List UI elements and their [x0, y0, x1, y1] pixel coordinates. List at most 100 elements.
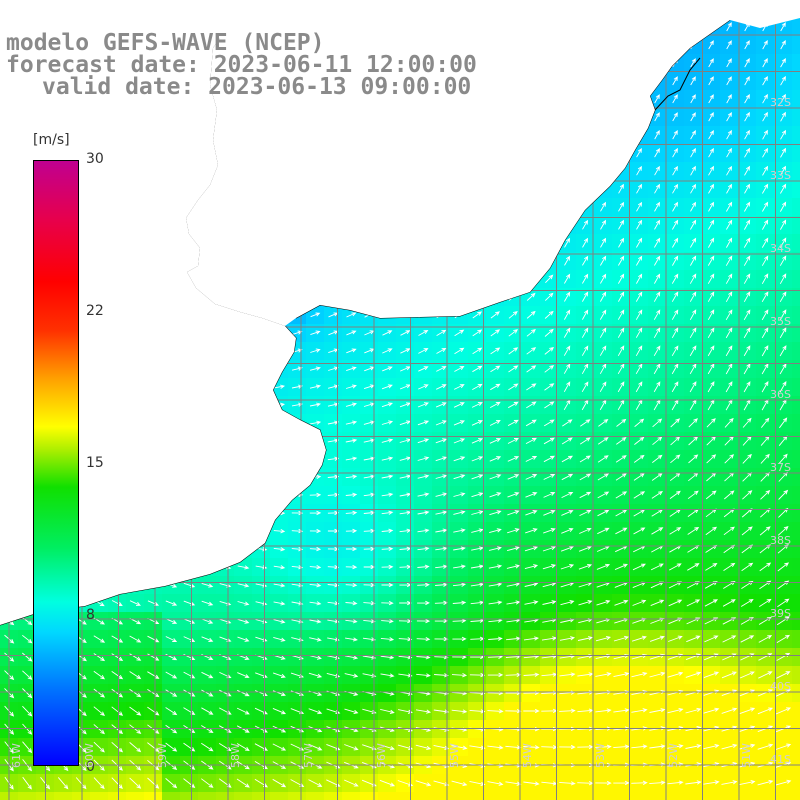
wind-vector-arrow [672, 255, 679, 266]
wind-vector-arrow [417, 546, 430, 551]
wind-vector-arrow [451, 709, 468, 714]
wind-vector-arrow [309, 384, 322, 389]
wind-vector-arrow [744, 165, 751, 176]
wind-vector-arrow [559, 708, 576, 713]
wind-vector-arrow [129, 671, 142, 680]
wind-vector-arrow [165, 742, 178, 752]
wind-vector-arrow [417, 564, 430, 569]
wind-vector-arrow [416, 637, 431, 642]
wind-vector-arrow [636, 201, 643, 212]
wind-speed-cell [792, 666, 800, 684]
wind-vector-arrow [649, 744, 666, 749]
wind-vector-arrow [685, 707, 702, 714]
wind-vector-arrow [579, 455, 591, 463]
wind-vector-arrow [595, 672, 612, 677]
wind-vector-arrow [309, 366, 321, 371]
wind-vector-arrow [600, 201, 607, 212]
wind-speed-cell [234, 792, 252, 800]
wind-speed-cell [324, 792, 342, 800]
wind-vector-arrow [525, 492, 538, 498]
wind-vector-arrow [381, 456, 394, 461]
wind-vector-arrow [633, 527, 646, 535]
wind-vector-arrow [344, 744, 359, 751]
wind-vector-arrow [398, 655, 413, 660]
wind-vector-arrow [617, 309, 625, 320]
wind-vector-arrow [686, 635, 701, 643]
wind-vector-arrow [780, 75, 786, 86]
wind-vector-arrow [129, 777, 142, 789]
wind-vector-arrow [544, 401, 555, 409]
wind-speed-cell [468, 792, 486, 800]
wind-vector-arrow [543, 419, 555, 427]
wind-speed-cell [648, 792, 666, 800]
wind-vector-arrow [489, 528, 502, 534]
wind-vector-arrow [415, 709, 432, 714]
wind-vector-arrow [490, 383, 501, 391]
wind-vector-arrow [544, 383, 555, 391]
wind-vector-arrow [635, 291, 643, 302]
wind-vector-arrow [417, 510, 430, 515]
wind-speed-cell [792, 648, 800, 666]
wind-vector-arrow [613, 672, 630, 678]
wind-vector-arrow [653, 291, 661, 302]
wind-vector-arrow [724, 417, 734, 428]
wind-speed-cell [792, 774, 800, 792]
wind-vector-arrow [739, 707, 756, 715]
wind-vector-arrow [345, 619, 358, 624]
wind-vector-arrow [689, 381, 697, 393]
wind-vector-arrow [741, 562, 754, 572]
wind-speed-cell [792, 126, 800, 144]
wind-vector-arrow [653, 381, 661, 393]
wind-vector-arrow [472, 365, 483, 373]
wind-vector-arrow [400, 348, 411, 354]
wind-speed-cell [108, 792, 126, 800]
latitude-label: 35S [770, 315, 791, 328]
wind-vector-arrow [759, 598, 772, 607]
wind-vector-arrow [309, 402, 321, 407]
wind-vector-arrow [417, 582, 430, 587]
wind-speed-cell [270, 792, 288, 800]
wind-vector-arrow [667, 744, 684, 749]
wind-vector-arrow [671, 273, 679, 284]
wind-vector-arrow [708, 76, 714, 86]
wind-vector-arrow [636, 183, 643, 194]
wind-vector-arrow [667, 707, 684, 714]
wind-vector-arrow [654, 237, 661, 248]
lagoon-path [654, 57, 701, 111]
wind-speed-cell [342, 792, 360, 800]
wind-vector-arrow [651, 491, 663, 499]
wind-vector-arrow [416, 673, 431, 678]
wind-speed-cell [288, 792, 306, 800]
wind-vector-arrow [654, 219, 660, 230]
wind-vector-arrow [417, 438, 430, 444]
wind-vector-arrow [653, 345, 661, 357]
wind-vector-arrow [744, 57, 750, 68]
wind-vector-arrow [703, 743, 720, 750]
wind-vector-arrow [689, 309, 697, 321]
wind-vector-arrow [654, 201, 661, 212]
wind-vector-arrow [490, 365, 501, 373]
wind-vector-arrow [454, 366, 465, 372]
wind-vector-arrow [418, 384, 429, 390]
wind-vector-arrow [507, 510, 520, 516]
wind-vector-arrow [776, 634, 791, 643]
wind-vector-arrow [362, 673, 377, 678]
wind-vector-arrow [525, 419, 537, 427]
longitude-label: 59W [156, 743, 169, 768]
wind-vector-arrow [600, 237, 606, 248]
wind-speed-cell [792, 90, 800, 108]
wind-vector-arrow [273, 547, 286, 552]
wind-vector-arrow [579, 491, 592, 499]
wind-vector-arrow [703, 707, 720, 714]
wind-vector-arrow [761, 237, 769, 248]
wind-speed-cell [486, 792, 504, 800]
wind-vector-arrow [75, 777, 87, 790]
wind-vector-arrow [272, 672, 286, 678]
wind-vector-arrow [652, 454, 663, 463]
wind-vector-arrow [471, 474, 484, 480]
wind-vector-arrow [543, 528, 556, 534]
wind-vector-arrow [618, 255, 625, 266]
wind-vector-arrow [780, 147, 787, 158]
wind-vector-arrow [743, 309, 751, 321]
wind-vector-arrow [327, 510, 340, 516]
